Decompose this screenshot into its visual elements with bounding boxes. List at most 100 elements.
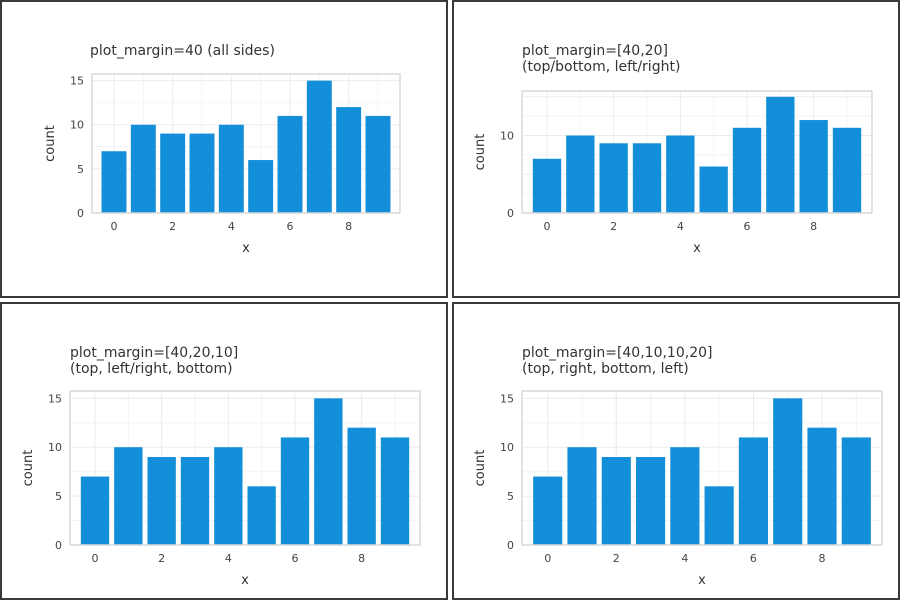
y-tick-label: 5 xyxy=(77,163,84,176)
chart-svg: plot_margin=40 (all sides) 0 5 10 15 0 2 4 6 8 x co… xyxy=(43,43,401,256)
y-tick-label: 0 xyxy=(55,539,62,552)
bar-x-9 xyxy=(380,437,410,545)
y-tick-label: 5 xyxy=(507,490,514,503)
bar-x-1 xyxy=(566,135,595,213)
bar-x-5 xyxy=(248,160,274,213)
bar-x-8 xyxy=(799,120,828,213)
y-tick-label: 0 xyxy=(507,539,514,552)
bar-x-6 xyxy=(280,437,310,545)
x-tick-label: 0 xyxy=(544,552,551,565)
x-axis-label: x xyxy=(693,241,701,256)
y-axis-label: count xyxy=(473,134,488,171)
bar-x-4 xyxy=(214,447,243,545)
plot-frame xyxy=(69,390,421,546)
y-tick-label: 10 xyxy=(500,130,514,143)
x-tick-label: 0 xyxy=(111,220,118,233)
bar-x-4 xyxy=(218,124,244,213)
chart-title-line: (top, right, bottom, left) xyxy=(522,361,689,377)
plot-frame xyxy=(91,73,401,214)
x-tick-label: 2 xyxy=(613,552,620,565)
x-tick-label: 8 xyxy=(810,220,817,233)
bar-x-1 xyxy=(130,124,156,213)
bar-x-8 xyxy=(807,427,837,545)
bar-x-7 xyxy=(773,398,803,545)
x-tick-label: 8 xyxy=(358,552,365,565)
y-axis-label: count xyxy=(43,125,58,162)
bar-x-4 xyxy=(670,447,700,545)
bar-x-0 xyxy=(532,158,562,213)
bar-x-1 xyxy=(114,447,143,545)
x-tick-label: 4 xyxy=(677,220,684,233)
plot-frame xyxy=(521,390,883,546)
x-tick-label: 2 xyxy=(169,220,176,233)
bar-x-0 xyxy=(80,476,110,545)
bar-x-6 xyxy=(738,437,768,545)
bar-x-8 xyxy=(347,427,376,545)
chart-title-line: (top, left/right, bottom) xyxy=(70,361,233,377)
x-tick-label: 0 xyxy=(92,552,99,565)
bar-x-8 xyxy=(336,107,362,213)
bar-x-4 xyxy=(666,135,695,213)
bar-x-7 xyxy=(306,80,332,213)
x-tick-label: 0 xyxy=(544,220,551,233)
y-tick-label: 5 xyxy=(55,490,62,503)
bar-x-2 xyxy=(160,133,186,213)
x-axis-label: x xyxy=(698,573,706,588)
x-tick-label: 6 xyxy=(287,220,294,233)
y-tick-label: 0 xyxy=(77,207,84,220)
bar-x-2 xyxy=(601,457,631,545)
x-tick-label: 4 xyxy=(228,220,235,233)
chart-title-line: plot_margin=[40,20] xyxy=(522,43,668,59)
chart-title-line: plot_margin=[40,20,10] xyxy=(70,345,238,361)
bar-x-3 xyxy=(632,143,662,213)
y-tick-label: 10 xyxy=(48,441,62,454)
y-tick-label: 0 xyxy=(507,207,514,220)
y-tick-label: 15 xyxy=(70,75,84,88)
x-tick-label: 6 xyxy=(750,552,757,565)
bar-x-0 xyxy=(533,476,563,545)
chart-panel-three-values: plot_margin=[40,20,10] (top, left/right, … xyxy=(0,302,448,600)
x-tick-label: 2 xyxy=(610,220,617,233)
x-axis-label: x xyxy=(241,573,249,588)
y-tick-label: 10 xyxy=(500,441,514,454)
bar-x-5 xyxy=(704,486,734,545)
bar-x-2 xyxy=(147,457,176,545)
bar-x-3 xyxy=(189,133,215,213)
x-tick-label: 4 xyxy=(225,552,232,565)
y-tick-label: 10 xyxy=(70,119,84,132)
x-tick-label: 6 xyxy=(744,220,751,233)
y-axis-label: count xyxy=(473,450,488,487)
chart-svg: plot_margin=[40,20](top/bottom, left/rig… xyxy=(473,43,873,256)
bar-x-3 xyxy=(180,457,210,545)
x-tick-label: 8 xyxy=(345,220,352,233)
y-axis-label: count xyxy=(21,450,36,487)
y-tick-label: 15 xyxy=(500,392,514,405)
chart-panel-two-values: plot_margin=[40,20] (top/bottom, left/rig… xyxy=(452,0,900,298)
x-tick-label: 2 xyxy=(158,552,165,565)
x-tick-label: 4 xyxy=(681,552,688,565)
y-tick-label: 15 xyxy=(48,392,62,405)
bar-x-1 xyxy=(567,447,597,545)
bar-x-6 xyxy=(277,115,303,213)
bar-x-9 xyxy=(365,115,391,213)
bar-x-3 xyxy=(636,457,666,545)
chart-panel-all-sides: plot_margin=40 (all sides) 0 5 10 15 0 2 4 6 8 x co… xyxy=(0,0,448,298)
x-axis-label: x xyxy=(242,241,250,256)
bar-x-7 xyxy=(766,96,795,213)
chart-panel-four-values: plot_margin=[40,10,10,20] (top, right, bo… xyxy=(452,302,900,600)
x-tick-label: 6 xyxy=(292,552,299,565)
chart-title-line: plot_margin=40 (all sides) xyxy=(90,43,275,59)
bar-x-5 xyxy=(247,486,276,545)
chart-svg: plot_margin=[40,10,10,20](top, right, bo… xyxy=(473,345,883,588)
bar-x-7 xyxy=(314,398,343,545)
x-tick-label: 8 xyxy=(819,552,826,565)
plot-frame xyxy=(521,90,873,214)
bar-x-2 xyxy=(599,143,628,213)
bar-x-6 xyxy=(732,127,762,213)
bar-x-9 xyxy=(841,437,871,545)
chart-svg: plot_margin=[40,20,10](top, left/right, … xyxy=(21,345,421,588)
bar-x-9 xyxy=(832,127,862,213)
chart-title-line: (top/bottom, left/right) xyxy=(522,59,680,75)
bar-x-5 xyxy=(699,166,728,213)
chart-title-line: plot_margin=[40,10,10,20] xyxy=(522,345,712,361)
